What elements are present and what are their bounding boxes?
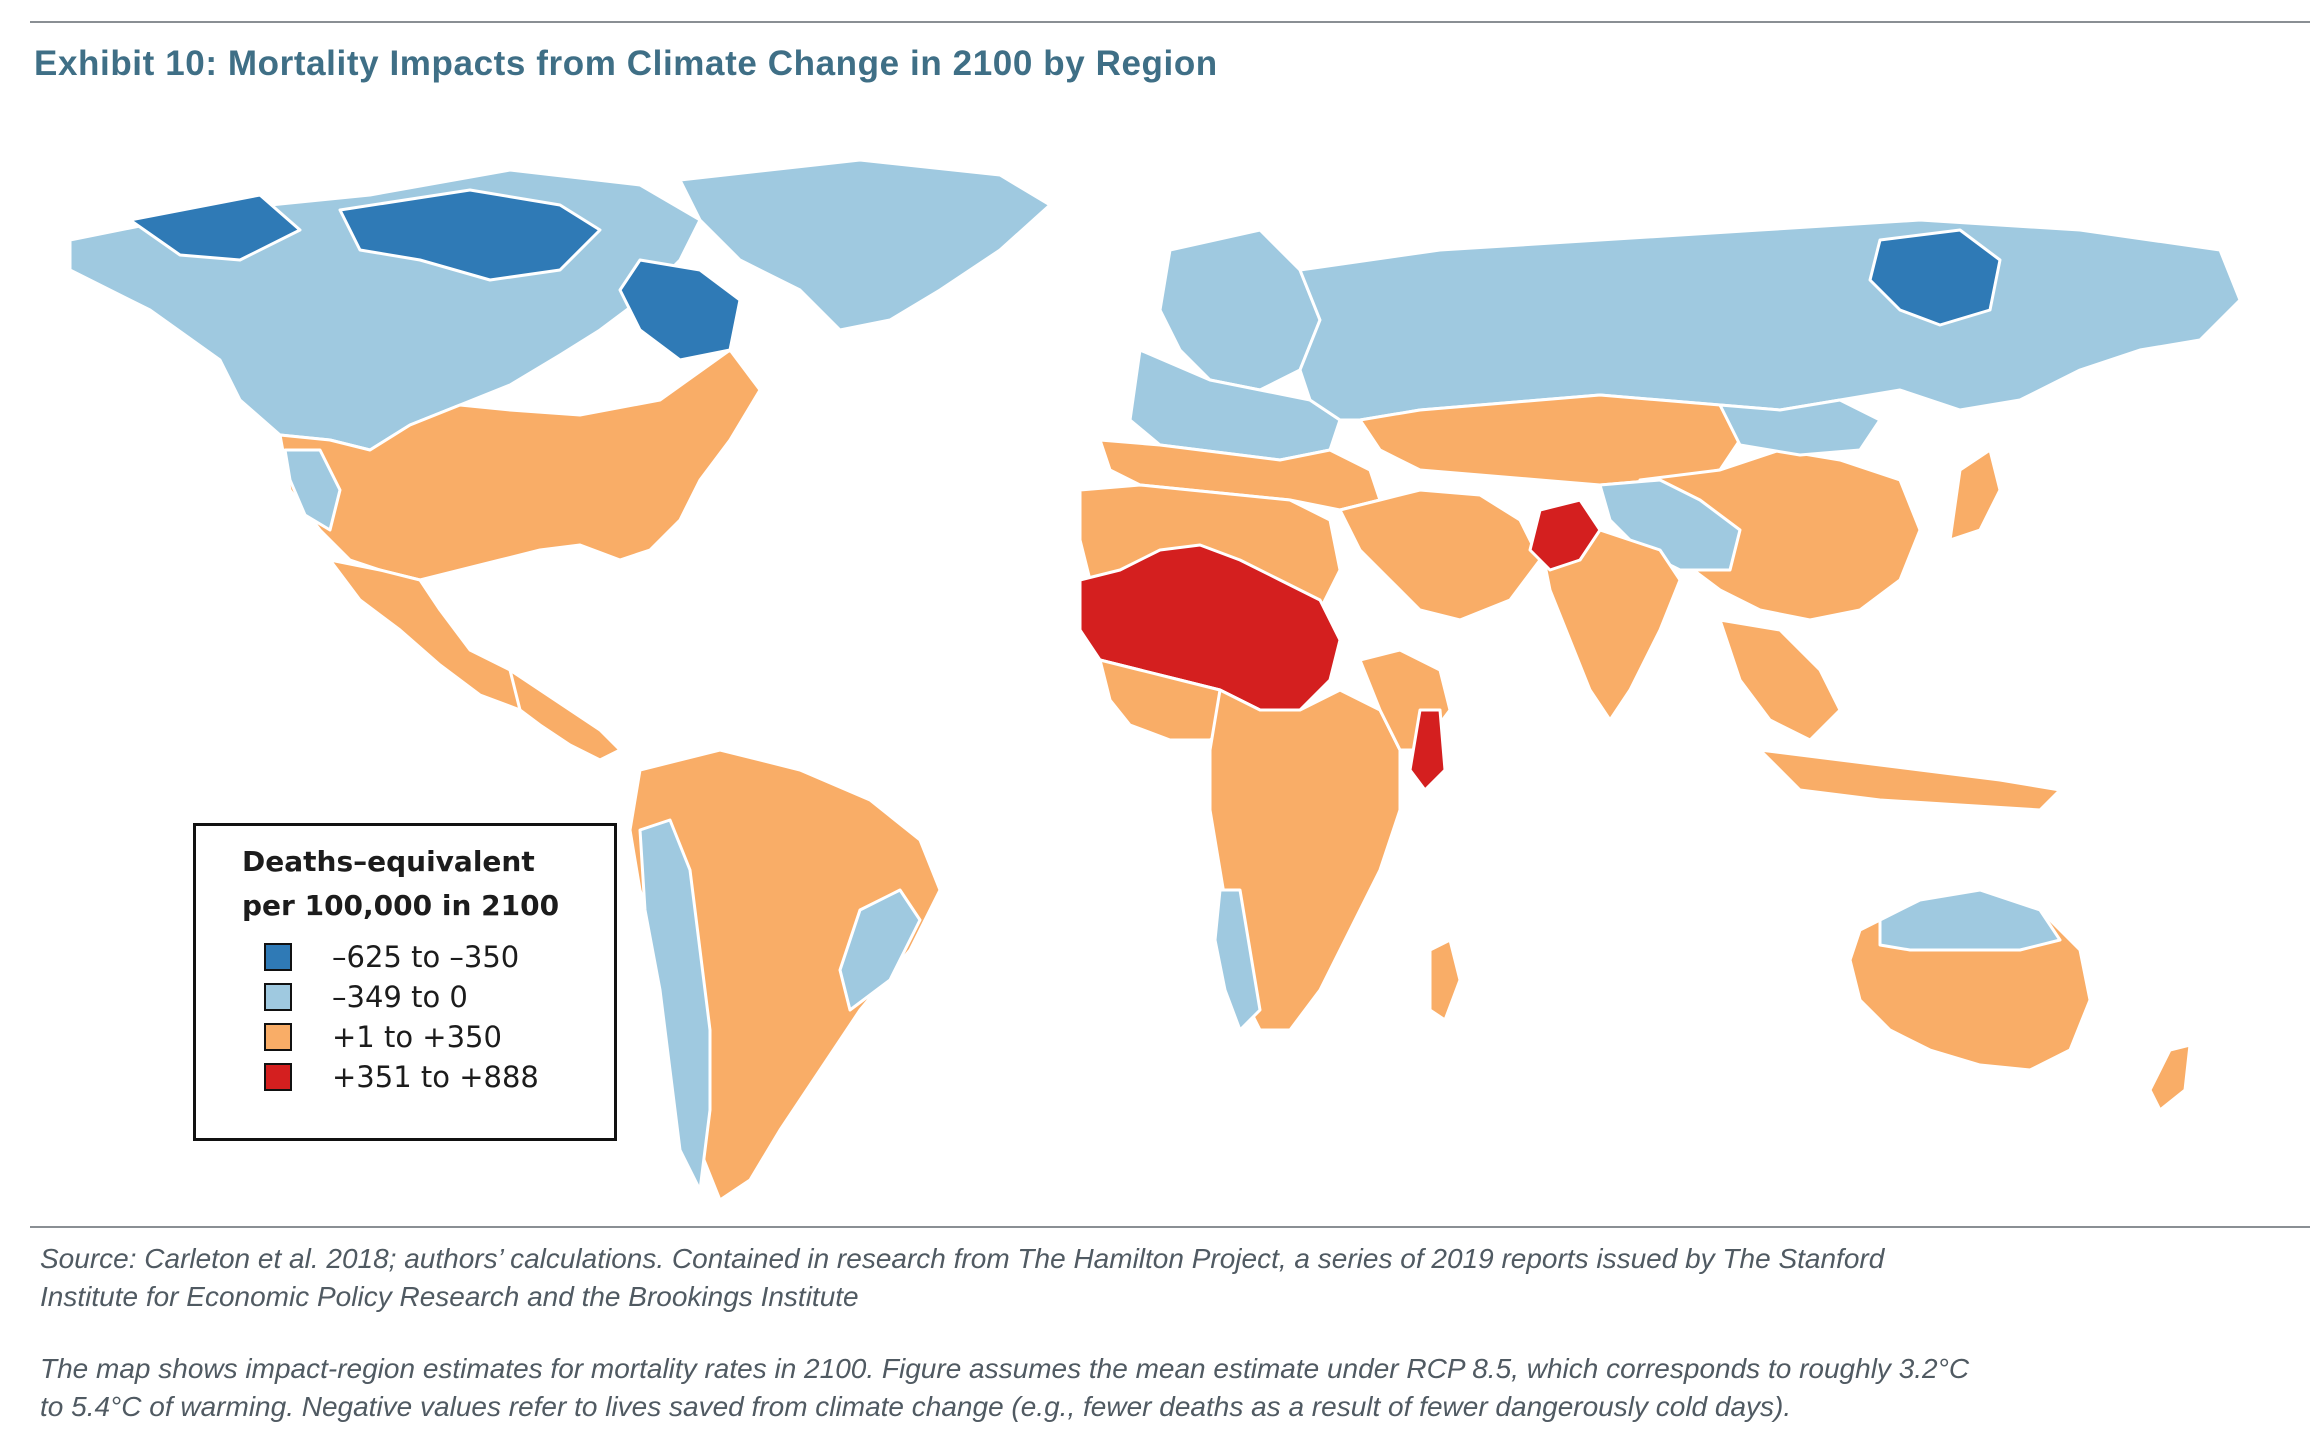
legend-label: –625 to –350 xyxy=(332,940,520,974)
legend-swatch xyxy=(264,1063,292,1091)
region-australia-north-blue xyxy=(1878,888,2062,952)
region-pakistan-red xyxy=(1528,498,1602,572)
region-greenland xyxy=(678,158,1052,332)
legend-title-line-1: Deaths–equivalent xyxy=(242,845,535,878)
region-madagascar xyxy=(1428,938,1462,1022)
region-indonesia xyxy=(1758,748,2062,812)
top-divider xyxy=(30,21,2310,23)
legend-label: –349 to 0 xyxy=(332,980,468,1014)
legend-item: +1 to +350 xyxy=(264,1017,502,1057)
legend-item: –625 to –350 xyxy=(264,937,519,977)
region-alaska-dark xyxy=(128,193,302,262)
region-central-africa xyxy=(1208,688,1402,1032)
note-line-1: The map shows impact-region estimates fo… xyxy=(40,1353,1970,1384)
note-line-2: to 5.4°C of warming. Negative values ref… xyxy=(40,1391,1792,1422)
region-usa-west-blue xyxy=(283,448,342,532)
region-siberia-dark xyxy=(1868,228,2002,327)
region-europe-north xyxy=(1158,228,1322,392)
legend-swatch xyxy=(264,983,292,1011)
region-russia xyxy=(1298,218,2242,422)
region-central-asia xyxy=(1358,393,1742,487)
legend-swatch xyxy=(264,943,292,971)
map-legend: Deaths–equivalent per 100,000 in 2100 –6… xyxy=(193,823,617,1141)
world-map xyxy=(40,150,2280,1210)
legend-item: –349 to 0 xyxy=(264,977,468,1017)
legend-label: +351 to +888 xyxy=(332,1060,539,1094)
bottom-divider xyxy=(30,1226,2310,1228)
legend-item: +351 to +888 xyxy=(264,1057,539,1097)
source-line-2: Institute for Economic Policy Research a… xyxy=(40,1281,859,1312)
region-middle-east xyxy=(1338,488,1542,622)
source-line-1: Source: Carleton et al. 2018; authors’ c… xyxy=(40,1243,1885,1274)
region-new-zealand xyxy=(2148,1043,2192,1112)
region-central-america xyxy=(508,668,622,762)
region-southeast-asia xyxy=(1718,618,1842,742)
region-andes-blue xyxy=(638,818,712,1192)
region-somalia-red xyxy=(1408,708,1447,792)
region-mexico xyxy=(328,558,542,712)
source-note: Source: Carleton et al. 2018; authors’ c… xyxy=(40,1240,2290,1316)
region-japan xyxy=(1948,448,2002,542)
legend-swatch xyxy=(264,1023,292,1051)
region-mongolia-blue xyxy=(1718,398,1882,457)
legend-title: Deaths–equivalent per 100,000 in 2100 xyxy=(242,840,559,928)
region-canada-north-dark xyxy=(338,188,602,282)
legend-label: +1 to +350 xyxy=(332,1020,502,1054)
region-india xyxy=(1538,528,1682,722)
map-note: The map shows impact-region estimates fo… xyxy=(40,1350,2290,1426)
exhibit-title: Exhibit 10: Mortality Impacts from Clima… xyxy=(34,44,1218,83)
region-tibet-blue xyxy=(1598,478,1742,572)
region-brazil-coast-blue xyxy=(838,888,922,1012)
region-southern-africa-blue xyxy=(1213,888,1262,1032)
legend-title-line-2: per 100,000 in 2100 xyxy=(242,889,560,922)
region-hudson-dark xyxy=(618,258,742,362)
world-map-svg xyxy=(68,158,2242,1202)
